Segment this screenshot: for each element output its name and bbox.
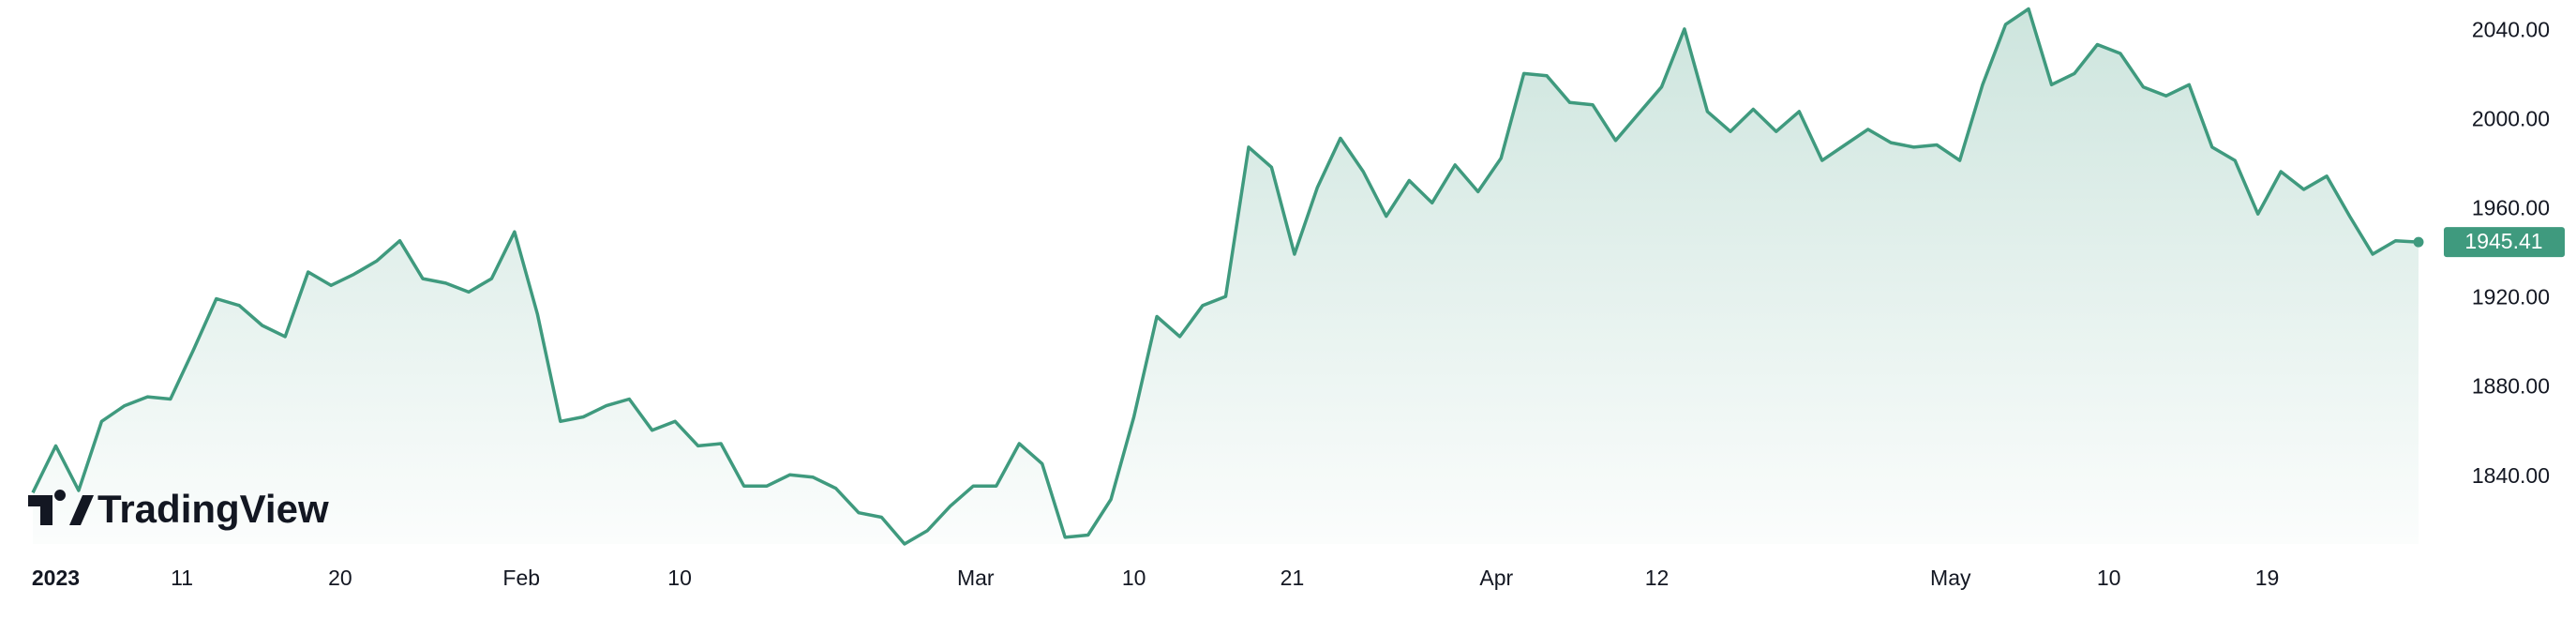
x-tick-label: Feb	[502, 566, 540, 590]
x-tick-label: May	[1930, 566, 1971, 590]
y-tick-label: 2000.00	[2472, 106, 2550, 130]
x-tick-label: 2023	[32, 566, 80, 590]
logo: TradingView	[28, 487, 329, 531]
x-tick-label: 10	[2097, 566, 2121, 590]
x-tick-label: 10	[1122, 566, 1146, 590]
price-line	[31, 7, 2419, 546]
x-tick-label: Mar	[957, 566, 995, 590]
x-tick-label: 20	[328, 566, 352, 590]
y-tick-label: 1840.00	[2472, 463, 2550, 488]
x-tick-label: 21	[1281, 566, 1305, 590]
logo-icon	[28, 490, 94, 525]
watermark: TradingView	[97, 487, 329, 531]
y-tick-label: 1880.00	[2472, 374, 2550, 399]
y-tick-label: 2040.00	[2472, 17, 2550, 41]
last-point	[2413, 236, 2424, 248]
x-tick-label: Apr	[1479, 566, 1513, 590]
x-tick-label: 10	[667, 566, 692, 590]
x-tick-label: 12	[1645, 566, 1670, 590]
y-tick-label: 1920.00	[2472, 285, 2550, 309]
area	[33, 8, 2419, 544]
last-price-label: 1945.41	[2464, 229, 2542, 253]
y-tick-label: 1960.00	[2472, 196, 2550, 220]
x-tick-label: 11	[171, 566, 193, 590]
plot-area	[31, 7, 2424, 546]
x-tick-label: 19	[2255, 566, 2280, 590]
last-price-box	[2444, 227, 2565, 258]
